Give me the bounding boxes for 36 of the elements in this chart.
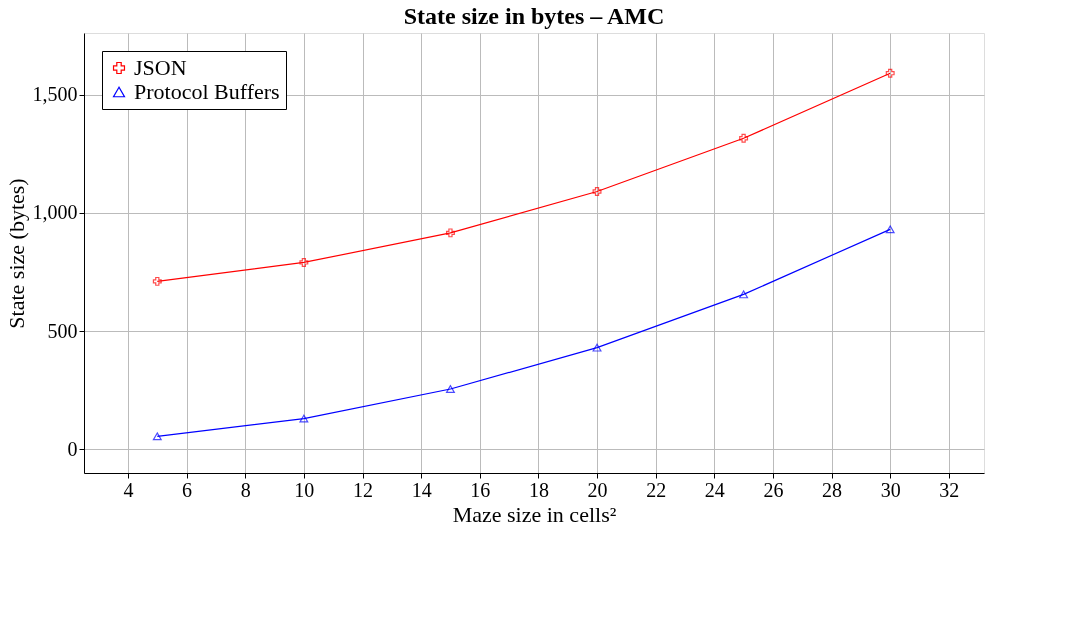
chart-title: State size in bytes – AMC xyxy=(403,3,665,29)
x-tick-label: 16 xyxy=(470,478,491,501)
point xyxy=(739,290,749,299)
x-tick-label: 28 xyxy=(822,478,843,501)
x-tick-label: 32 xyxy=(939,478,960,501)
y-tick-label: 0 xyxy=(67,437,78,460)
legend-label: JSON xyxy=(134,55,187,80)
x-tick-label: 10 xyxy=(294,478,315,501)
point xyxy=(445,385,455,393)
x-tick-label: 6 xyxy=(182,478,193,501)
y-tick-label: 1,000 xyxy=(32,201,78,224)
x-axis-title: Maze size in cells² xyxy=(452,501,617,527)
x-tick-label: 18 xyxy=(528,478,549,501)
x-tick-label: 12 xyxy=(353,478,373,501)
x-tick-label: 14 xyxy=(411,478,432,501)
legend-label: Protocol Buffers xyxy=(134,79,280,104)
x-tick-label: 30 xyxy=(880,478,901,501)
y-tick-label: 1,500 xyxy=(32,83,78,106)
point xyxy=(592,343,602,352)
x-tick-label: 8 xyxy=(240,478,251,501)
point xyxy=(445,228,455,238)
x-tick-label: 4 xyxy=(123,478,134,501)
x-tick-label: 26 xyxy=(763,478,784,501)
point xyxy=(739,133,749,143)
point xyxy=(592,187,602,196)
point xyxy=(152,432,162,441)
x-tick-label: 20 xyxy=(587,478,608,501)
y-axis-title: State size (bytes) xyxy=(3,178,29,329)
point xyxy=(299,257,309,267)
y-tick-label: 500 xyxy=(47,319,78,342)
x-tick-label: 22 xyxy=(646,478,667,501)
point xyxy=(885,225,895,234)
point xyxy=(885,68,895,78)
point xyxy=(152,276,162,286)
x-tick-label: 24 xyxy=(704,478,725,501)
point xyxy=(299,414,309,423)
